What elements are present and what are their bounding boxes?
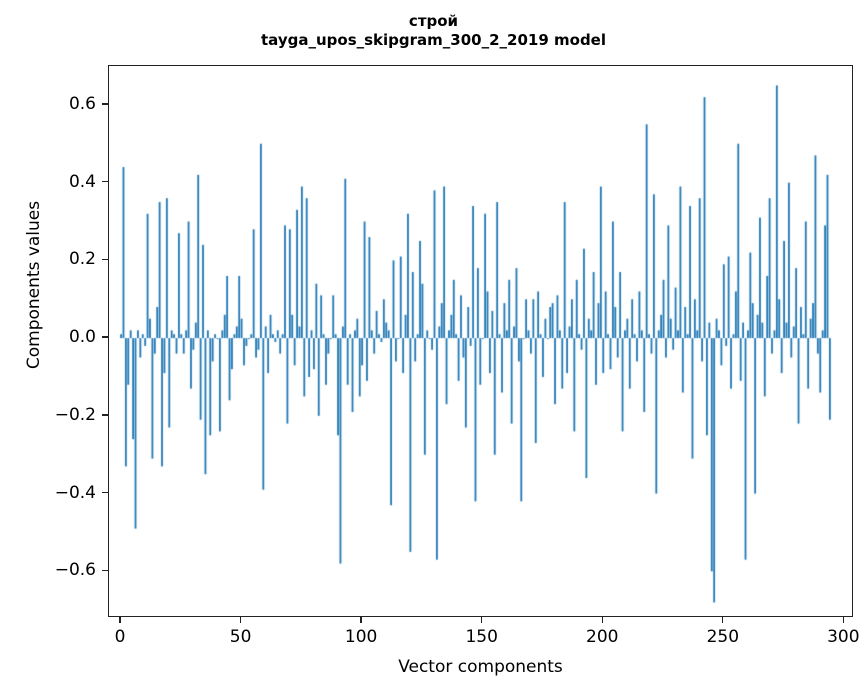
y-tick-label: 0.4: [68, 171, 96, 192]
y-tick-mark: [102, 103, 108, 105]
y-tick-mark: [102, 491, 108, 494]
y-tick-label: 0.0: [68, 327, 96, 348]
y-tick-label: −0.6: [54, 560, 96, 581]
y-tick-mark: [102, 569, 108, 572]
chart-title: строй tayga_upos_skipgram_300_2_2019 mod…: [0, 12, 867, 50]
x-tick-label: 250: [706, 627, 740, 647]
y-tick-mark: [102, 180, 108, 183]
x-tick-label: 200: [586, 627, 619, 647]
y-tick-mark: [102, 414, 108, 416]
x-tick-mark: [119, 617, 121, 623]
x-tick-label: 300: [827, 627, 860, 647]
x-axis-label: Vector components: [398, 657, 563, 677]
chart-title-line-1: строй: [408, 12, 459, 30]
x-tick-label: 100: [344, 627, 378, 647]
chart-title-line-2: tayga_upos_skipgram_300_2_2019 model: [261, 30, 606, 49]
x-tick-mark: [722, 617, 724, 623]
x-tick-label: 50: [229, 627, 252, 647]
x-tick-label: 150: [465, 627, 498, 647]
y-tick-mark: [102, 258, 108, 261]
x-tick-mark: [239, 617, 242, 623]
y-axis-label: Components values: [24, 200, 44, 370]
y-tick-label: 0.2: [68, 249, 96, 270]
y-tick-label: 0.6: [68, 93, 96, 114]
y-tick-label: −0.4: [54, 482, 96, 503]
x-tick-mark: [360, 617, 362, 623]
plot-axes: [108, 65, 853, 617]
x-tick-mark: [842, 617, 845, 623]
bar-series-canvas: [109, 66, 852, 616]
y-tick-mark: [102, 336, 108, 338]
x-tick-label: 0: [114, 627, 126, 647]
x-tick-mark: [601, 617, 603, 623]
x-tick-mark: [481, 617, 483, 623]
y-tick-label: −0.2: [54, 404, 96, 425]
